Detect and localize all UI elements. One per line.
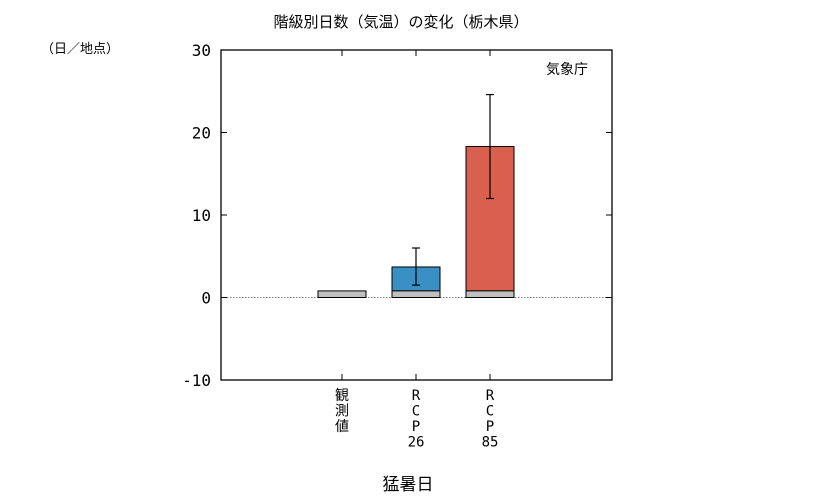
x-category-label: R (486, 388, 495, 404)
x-category-label: 値 (335, 419, 349, 435)
y-tick-label: 30 (192, 41, 211, 60)
y-tick-label: 20 (192, 124, 211, 143)
x-category-label: P (486, 419, 494, 435)
bar-base-観測値 (317, 290, 367, 298)
x-category-label: P (412, 419, 420, 435)
chart-title: 階級別日数（気温）の変化（栃木県） (273, 13, 528, 31)
x-axis-label: 猛暑日 (383, 475, 434, 495)
x-category-label: 26 (408, 435, 425, 451)
x-category-label: 観 (335, 387, 349, 404)
bar-base-RCP85 (465, 290, 515, 298)
x-category-label: C (412, 404, 420, 420)
y-tick-label: 10 (192, 206, 211, 225)
bar-base-RCP26 (391, 290, 441, 298)
plot-frame (220, 49, 613, 381)
source-label: 気象庁 (546, 62, 588, 78)
y-tick-label: 0 (201, 289, 211, 308)
x-category-label: 測 (335, 404, 349, 420)
x-category-label: 85 (482, 435, 499, 451)
y-axis-unit-label: （日／地点） (41, 42, 119, 57)
x-category-label: R (412, 388, 421, 404)
x-category-label: C (486, 404, 494, 420)
y-tick-label: -10 (182, 371, 211, 390)
